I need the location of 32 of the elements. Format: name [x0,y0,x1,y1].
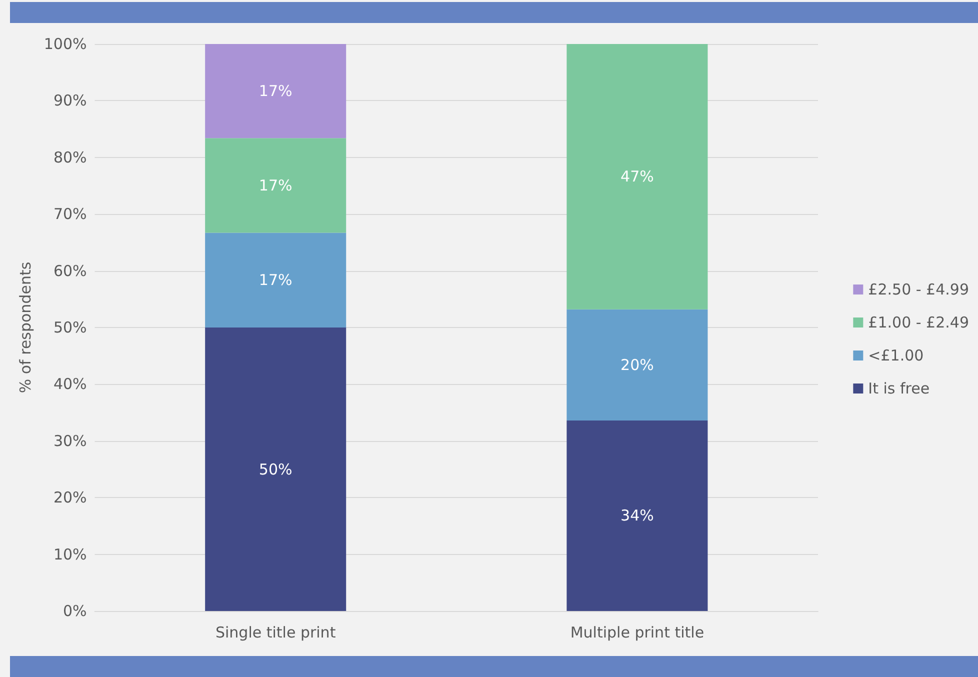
x-tick-label: Single title print [215,624,336,642]
y-tick-label: 80% [53,148,87,166]
y-axis-title: % of respondents [16,262,34,394]
data-label: 47% [620,168,654,186]
bar [566,44,708,310]
bar [205,232,346,328]
y-tick-label: 40% [53,375,87,394]
x-tick-label: Multiple print title [570,624,704,642]
legend-label: It is free [868,380,930,398]
bar [205,138,346,233]
y-tick-label: 30% [53,432,87,450]
data-label: 17% [258,176,292,194]
legend-label: £1.00 - £2.49 [868,314,970,332]
bar [566,309,708,420]
bar [205,328,346,611]
y-tick-label: 10% [53,545,87,564]
legend-label: <£1.00 [868,346,924,364]
y-tick-label: 70% [53,205,87,224]
data-label: 17% [258,82,292,100]
legend-label: £2.50 - £4.99 [868,280,970,298]
y-tick-label: 0% [62,602,87,620]
y-tick-label: 50% [53,318,87,336]
data-label: 20% [620,356,654,374]
y-tick-label: 100% [44,35,87,53]
data-label: 50% [258,460,292,478]
bar [205,44,346,138]
y-tick-label: 20% [53,488,87,507]
y-tick-label: 90% [53,92,87,110]
y-tick-label: 60% [53,262,87,280]
bar [566,420,708,611]
data-label: 17% [258,271,292,290]
data-label: 34% [620,506,654,525]
